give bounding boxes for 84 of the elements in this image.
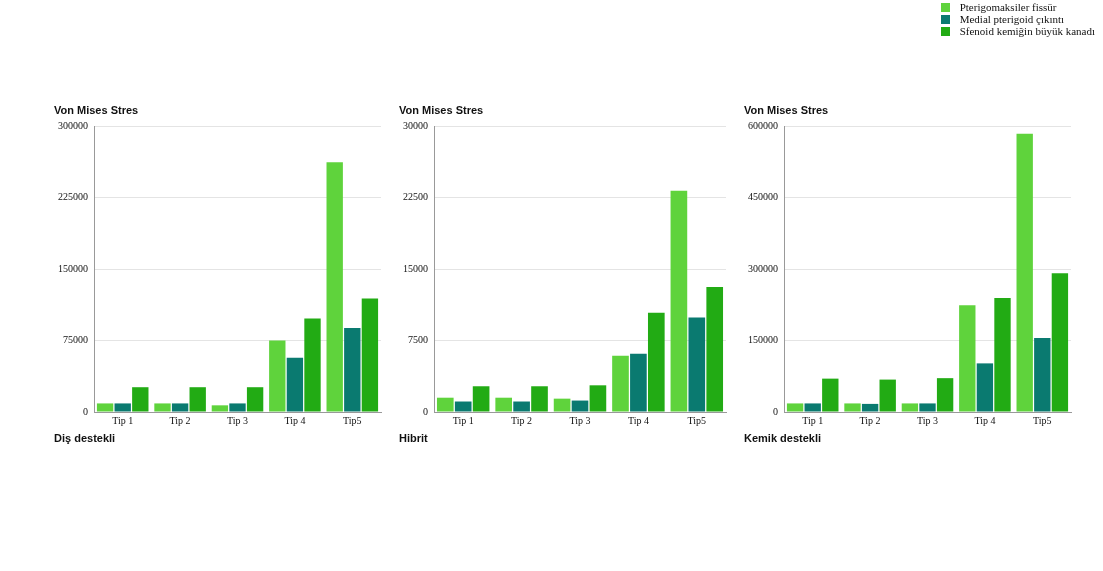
y-axis-title: Von Mises Stres <box>54 104 139 116</box>
y-tick-label: 30000 <box>403 119 428 131</box>
x-tick-label: Tip 3 <box>569 414 591 426</box>
x-tick-label: Tip 4 <box>284 414 306 426</box>
legend-label: Pterigomaksiler fissür <box>959 1 1057 13</box>
x-tick-label: Tip5 <box>1033 414 1052 426</box>
bar <box>246 387 264 412</box>
y-tick-label: 300000 <box>748 262 778 274</box>
bar <box>936 378 954 412</box>
bar <box>901 403 919 412</box>
bar <box>326 162 343 412</box>
bar <box>1016 133 1033 412</box>
bar <box>688 317 706 412</box>
bar <box>114 403 131 412</box>
bar <box>361 298 379 412</box>
bar <box>454 401 472 412</box>
bar <box>495 397 513 412</box>
y-tick-label: 225000 <box>58 191 88 203</box>
bar <box>513 401 530 412</box>
y-tick-label: 0 <box>83 405 88 417</box>
x-tick-label: Tip 1 <box>112 414 134 426</box>
y-tick-label: 15000 <box>403 262 428 274</box>
bar <box>804 403 821 412</box>
bar <box>706 287 724 412</box>
bar <box>472 386 490 412</box>
x-tick-label: Tip 1 <box>452 414 474 426</box>
bar <box>344 328 361 412</box>
x-tick-label: Tip 4 <box>627 414 649 426</box>
bar <box>861 403 879 412</box>
x-axis-title: Hibrit <box>399 432 429 444</box>
y-tick-label: 300000 <box>58 119 88 131</box>
bar <box>612 355 629 412</box>
bar <box>571 400 589 412</box>
bar <box>786 403 804 412</box>
bar <box>959 305 976 412</box>
bar <box>976 363 994 412</box>
y-tick-label: 0 <box>773 405 778 417</box>
x-axis-title: Diş destekli <box>54 432 116 444</box>
bar <box>132 387 149 412</box>
bar <box>589 385 607 412</box>
bar <box>879 379 896 412</box>
bar <box>154 403 171 412</box>
bar <box>189 387 206 412</box>
x-tick-label: Tip5 <box>687 414 707 426</box>
bar <box>531 386 548 412</box>
x-tick-label: Tip 1 <box>802 414 824 426</box>
bar <box>844 403 861 412</box>
y-tick-label: 7500 <box>408 334 428 346</box>
bar <box>171 403 189 412</box>
bar <box>286 357 304 412</box>
x-tick-label: Tip 3 <box>916 414 939 426</box>
y-tick-label: 450000 <box>748 191 778 203</box>
bar <box>553 398 571 412</box>
bar <box>822 378 839 412</box>
y-axis-title: Von Mises Stres <box>744 104 829 116</box>
y-tick-label: 150000 <box>58 262 88 274</box>
x-tick-label: Tip 3 <box>226 414 249 426</box>
y-tick-label: 600000 <box>748 119 778 131</box>
x-tick-label: Tip 4 <box>974 414 996 426</box>
bar <box>994 298 1011 412</box>
x-tick-label: Tip 2 <box>169 414 191 426</box>
bar <box>670 190 688 412</box>
x-tick-label: Tip 2 <box>859 414 881 426</box>
bar <box>919 403 936 412</box>
bar <box>436 397 454 412</box>
x-tick-label: Tip5 <box>343 414 362 426</box>
bar <box>269 340 286 412</box>
bar <box>96 403 114 412</box>
bar <box>229 403 246 412</box>
legend-label: Sfenoid kemiğin büyük kanadı <box>959 25 1095 37</box>
bar <box>1051 273 1069 412</box>
legend-label: Medial pterigoid çıkıntı <box>959 13 1065 25</box>
y-tick-label: 0 <box>423 405 428 417</box>
y-axis-title: Von Mises Stres <box>399 104 484 116</box>
x-tick-label: Tip 2 <box>511 414 533 426</box>
y-tick-label: 150000 <box>748 334 778 346</box>
y-tick-label: 22500 <box>403 191 428 203</box>
y-tick-label: 75000 <box>63 334 88 346</box>
bar <box>211 405 229 412</box>
x-axis-title: Kemik destekli <box>744 432 822 444</box>
bar <box>647 312 665 412</box>
bar <box>630 353 647 412</box>
bar <box>304 318 321 412</box>
bar <box>1034 338 1051 412</box>
